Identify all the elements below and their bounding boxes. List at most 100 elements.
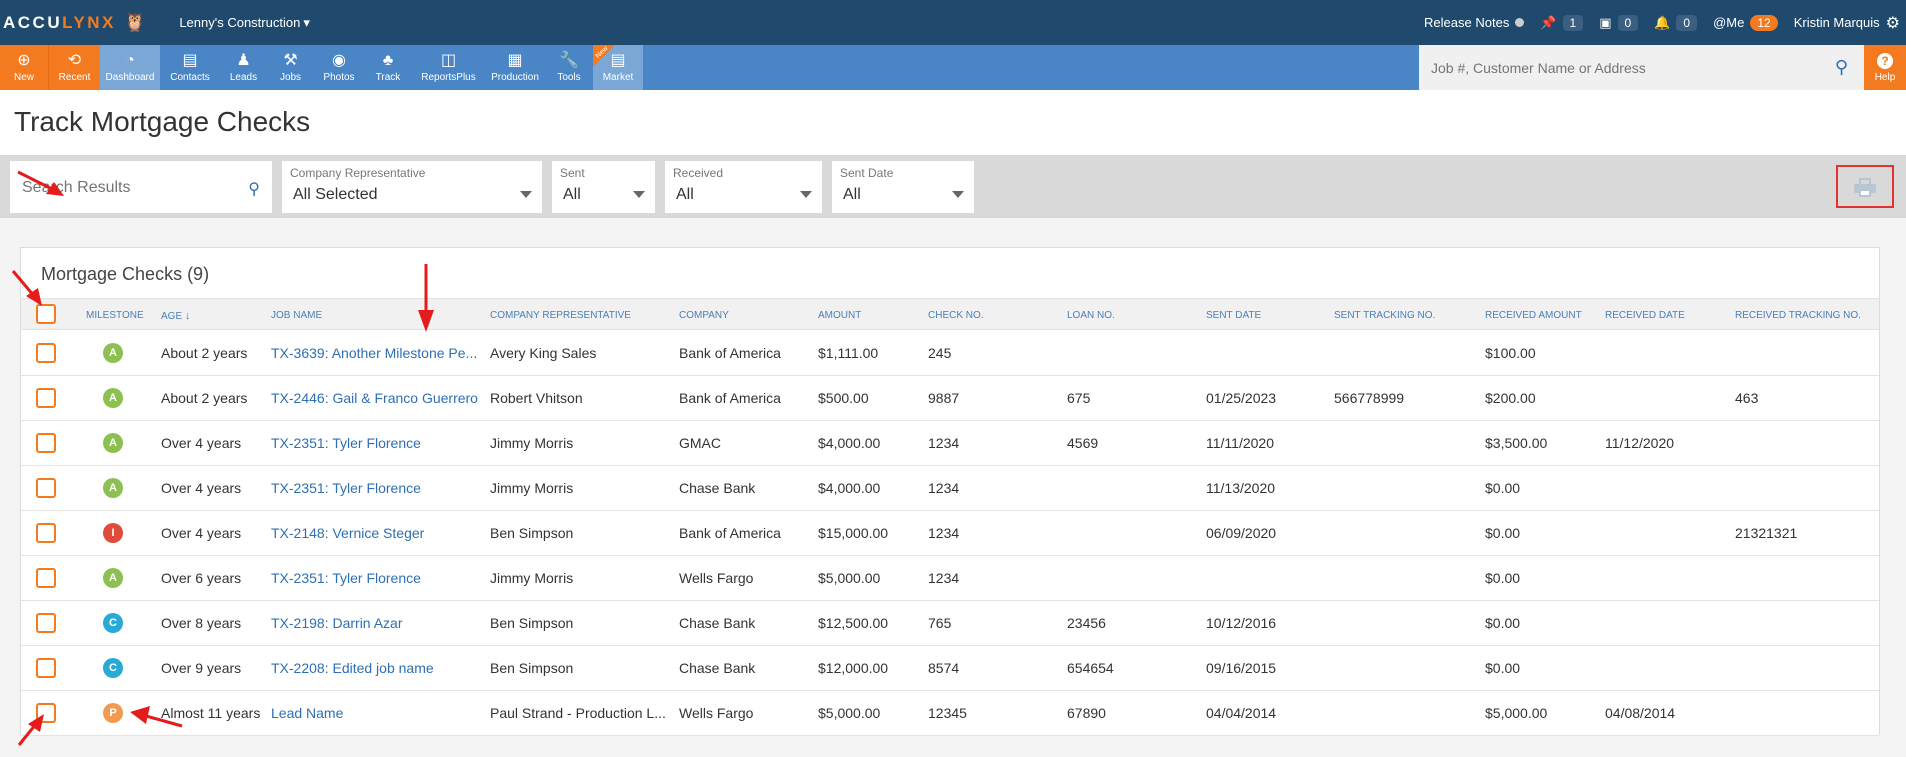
table-row[interactable]: P Almost 11 years Lead Name Paul Strand - P…: [21, 691, 1879, 736]
cell-job-name[interactable]: TX-2351: Tyler Florence: [271, 435, 421, 451]
release-notes[interactable]: Release Notes: [1424, 15, 1525, 30]
cell-company: Bank of America: [679, 390, 781, 406]
table-row[interactable]: A Over 6 years TX-2351: Tyler Florence Jimm…: [21, 556, 1879, 601]
cell-received-amount: $0.00: [1485, 615, 1521, 631]
row-checkbox[interactable]: [36, 388, 56, 408]
person-icon: ♟: [236, 51, 251, 69]
sent-date-filter[interactable]: Sent Date All: [832, 161, 974, 213]
col-check-no[interactable]: Check No.: [928, 310, 984, 321]
col-received-amount[interactable]: Received Amount: [1485, 310, 1582, 321]
table-row[interactable]: A Over 4 years TX-2351: Tyler Florence Jimm…: [21, 421, 1879, 466]
cell-age: About 2 years: [161, 390, 248, 406]
table-row[interactable]: C Over 9 years TX-2208: Edited job name Ben…: [21, 646, 1879, 691]
table-row[interactable]: A About 2 years TX-3639: Another Milestone…: [21, 331, 1879, 376]
received-filter[interactable]: Received All: [665, 161, 822, 213]
cell-job-name[interactable]: TX-2351: Tyler Florence: [271, 480, 421, 496]
col-amount[interactable]: Amount: [818, 310, 862, 321]
col-milestone[interactable]: Milestone: [86, 310, 144, 321]
col-job-name[interactable]: Job Name: [271, 310, 323, 321]
nav-tools[interactable]: 🔧 Tools: [557, 51, 581, 83]
cell-amount: $12,500.00: [818, 615, 889, 631]
panel-title: Mortgage Checks (9): [41, 264, 210, 284]
cell-job-name[interactable]: TX-2208: Edited job name: [271, 660, 434, 676]
user-menu[interactable]: Kristin Marquis ⚙: [1793, 14, 1900, 32]
nav-recent[interactable]: ⟲ Recent: [48, 45, 100, 90]
calendar-button[interactable]: ▣ 0: [1599, 14, 1639, 31]
table-header: Milestone Age ↓ Job Name Company Represe…: [21, 298, 1879, 330]
global-search-input[interactable]: [1431, 59, 1821, 76]
search-icon[interactable]: ⚲: [248, 181, 260, 198]
cell-job-name[interactable]: TX-2148: Vernice Steger: [271, 525, 425, 541]
table-row[interactable]: I Over 4 years TX-2148: Vernice Steger Ben …: [21, 511, 1879, 556]
col-rep[interactable]: Company Representative: [490, 310, 631, 321]
notifications-button[interactable]: 🔔 0: [1654, 14, 1698, 31]
cell-received-tracking: 463: [1735, 390, 1759, 406]
caret-down-icon: [800, 191, 812, 198]
col-sent-date[interactable]: Sent Date: [1206, 310, 1262, 321]
cell-received-amount: $3,500.00: [1485, 435, 1548, 451]
cell-received-tracking: 21321321: [1735, 525, 1798, 541]
nav-leads[interactable]: ♟ Leads: [229, 51, 258, 83]
row-checkbox[interactable]: [36, 523, 56, 543]
col-company[interactable]: Company: [679, 310, 729, 321]
nav-market[interactable]: New ▤ Market: [593, 45, 643, 90]
nav-contacts[interactable]: ▤ Contacts: [170, 51, 210, 83]
nav-production[interactable]: ▦ Production: [491, 51, 539, 83]
milestone-badge: P: [103, 703, 123, 723]
search-results-input[interactable]: [22, 179, 232, 197]
row-checkbox[interactable]: [36, 568, 56, 588]
milestone-badge: C: [103, 658, 123, 678]
nav-dashboard[interactable]: ◔ Dashboard: [100, 45, 160, 90]
pinned-button[interactable]: 📌 1: [1540, 14, 1584, 31]
row-checkbox[interactable]: [36, 343, 56, 363]
table-row[interactable]: A About 2 years TX-2446: Gail & Franco Gue…: [21, 376, 1879, 421]
milestone-badge: C: [103, 613, 123, 633]
cell-received-amount: $0.00: [1485, 525, 1521, 541]
title-area: Track Mortgage Checks: [0, 90, 1906, 155]
row-checkbox[interactable]: [36, 433, 56, 453]
sent-filter[interactable]: Sent All: [552, 161, 655, 213]
nav-photos[interactable]: ◉ Photos: [323, 51, 355, 83]
table-row[interactable]: C Over 8 years TX-2198: Darrin Azar Ben Sim…: [21, 601, 1879, 646]
row-checkbox[interactable]: [36, 478, 56, 498]
annotation-arrow-icon: [11, 270, 42, 306]
cell-check-no: 245: [928, 345, 952, 361]
cell-job-name[interactable]: TX-2198: Darrin Azar: [271, 615, 403, 631]
table-row[interactable]: A Over 4 years TX-2351: Tyler Florence Jimm…: [21, 466, 1879, 511]
milestone-badge: A: [103, 478, 123, 498]
cell-job-name[interactable]: TX-3639: Another Milestone Pe...: [271, 345, 478, 361]
col-age[interactable]: Age ↓: [161, 310, 191, 322]
cell-company: Chase Bank: [679, 660, 756, 676]
cell-sent-tracking: 566778999: [1334, 390, 1405, 406]
cell-age: Over 4 years: [161, 525, 242, 541]
col-received-tracking[interactable]: Received Tracking No.: [1735, 310, 1861, 321]
company-selector[interactable]: Lenny's Construction ▾: [179, 14, 310, 31]
select-all-checkbox[interactable]: [36, 304, 56, 324]
row-checkbox[interactable]: [36, 613, 56, 633]
cell-check-no: 1234: [928, 570, 960, 586]
caret-down-icon: ▾: [303, 14, 310, 30]
row-checkbox[interactable]: [36, 658, 56, 678]
cell-job-name[interactable]: TX-2446: Gail & Franco Guerrero: [271, 390, 478, 406]
print-button[interactable]: [1836, 165, 1894, 208]
nav-jobs[interactable]: ⚒ Jobs: [279, 51, 302, 83]
cell-job-name[interactable]: TX-2351: Tyler Florence: [271, 570, 421, 586]
bell-icon: 🔔: [1654, 14, 1671, 30]
nav-help[interactable]: ? Help: [1864, 45, 1906, 90]
search-icon[interactable]: ⚲: [1834, 57, 1848, 77]
mentions-button[interactable]: @Me 12: [1713, 14, 1778, 31]
company-rep-filter[interactable]: Company Representative All Selected: [282, 161, 542, 213]
acculynx-logo[interactable]: ACCU LYNX 🦉: [3, 12, 147, 32]
nav-new[interactable]: ⊕ New: [0, 45, 48, 90]
cell-received-amount: $0.00: [1485, 660, 1521, 676]
cell-amount: $5,000.00: [818, 570, 881, 586]
cell-job-name[interactable]: Lead Name: [271, 705, 344, 721]
cell-sent-date: 01/25/2023: [1206, 390, 1277, 406]
col-sent-tracking[interactable]: Sent Tracking No.: [1334, 310, 1436, 321]
calendar-icon: ▦: [507, 51, 523, 69]
col-loan-no[interactable]: Loan No.: [1067, 310, 1115, 321]
pin-icon: 📌: [1540, 14, 1557, 30]
nav-track[interactable]: ♣ Track: [375, 51, 401, 83]
nav-reportsplus[interactable]: ◫ ReportsPlus: [421, 51, 476, 83]
col-received-date[interactable]: Received Date: [1605, 310, 1685, 321]
